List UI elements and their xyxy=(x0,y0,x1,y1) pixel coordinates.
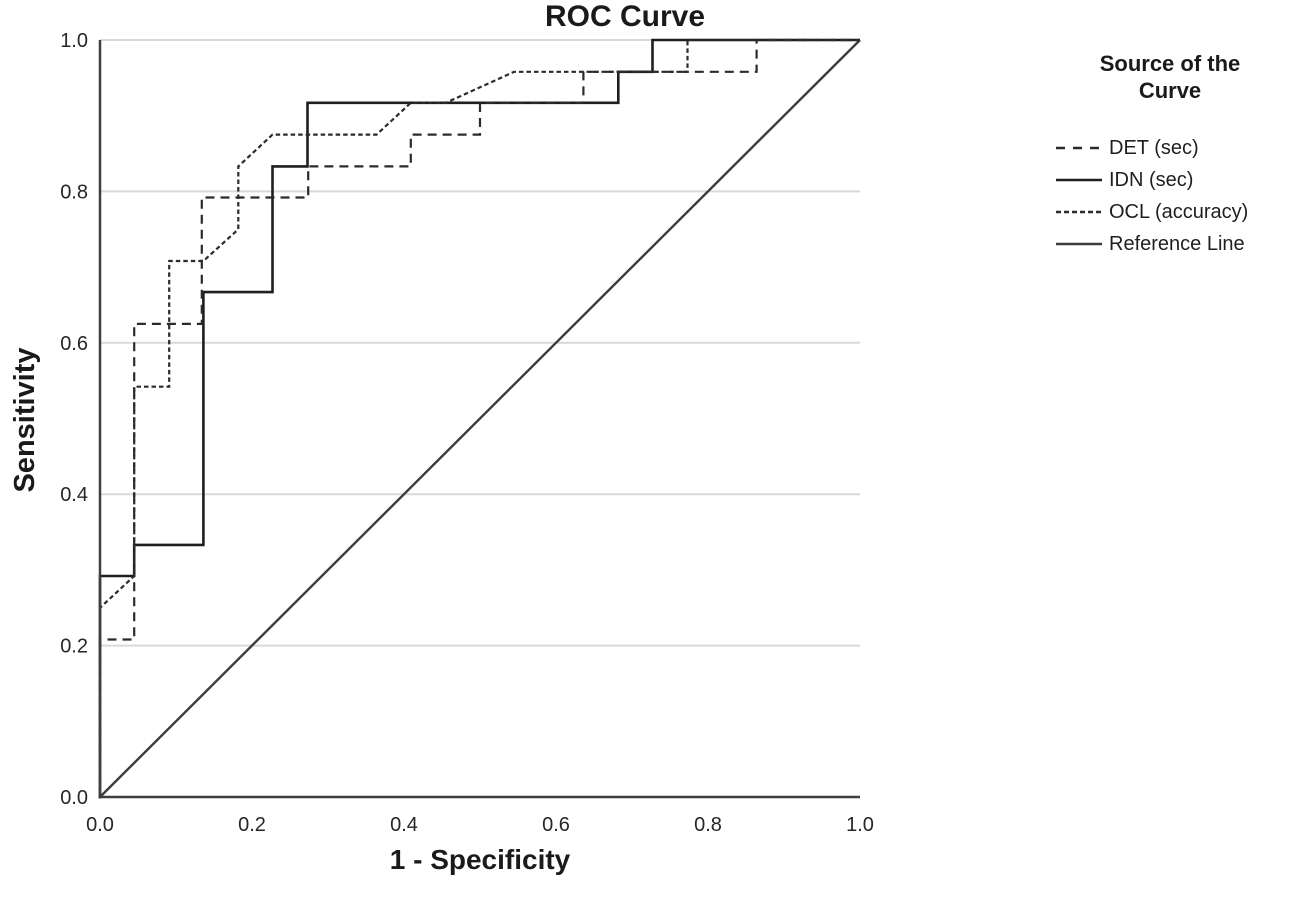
legend-item-idn-sec: IDN (sec) xyxy=(1042,164,1298,196)
curve-ocl-accuracy xyxy=(98,38,860,797)
reference-line-line-swatch-icon xyxy=(1056,242,1102,246)
det-sec-line-swatch-icon xyxy=(1056,146,1102,150)
legend-item-label: OCL (accuracy) xyxy=(1109,200,1249,223)
ocl-accuracy-line-swatch-icon xyxy=(1056,210,1102,214)
y-tick-label: 0.8 xyxy=(60,181,88,203)
legend-item-label: IDN (sec) xyxy=(1109,168,1194,191)
x-tick-label: 1.0 xyxy=(846,814,874,836)
x-tick-label: 0.0 xyxy=(86,814,114,836)
x-axis-label: 1 - Specificity xyxy=(389,844,571,875)
y-tick-label: 1.0 xyxy=(60,30,88,52)
y-tick-label: 0.4 xyxy=(60,484,88,506)
idn-sec-line-swatch-icon xyxy=(1056,178,1102,182)
y-tick-label: 0.2 xyxy=(60,636,88,658)
curve-reference-line xyxy=(99,39,861,798)
curves xyxy=(98,38,861,798)
legend-item-label: Reference Line xyxy=(1109,232,1245,255)
legend-items: DET (sec) IDN (sec) OCL (accuracy) Referenc… xyxy=(1042,132,1298,260)
y-tick-label: 0.6 xyxy=(60,333,88,355)
chart-title: ROC Curve xyxy=(544,0,706,33)
legend-item-label: DET (sec) xyxy=(1109,136,1199,159)
y-axis-label: Sensitivity xyxy=(9,347,41,493)
gridlines xyxy=(100,39,860,647)
legend-title: Source of the Curve xyxy=(1099,51,1241,103)
legend: Source of the Curve DET (sec) IDN (sec) OC… xyxy=(1042,50,1298,260)
axes xyxy=(98,40,860,799)
y-tick-labels: 0.0 0.2 0.4 0.6 0.8 1.0 xyxy=(60,30,88,809)
legend-item-det-sec: DET (sec) xyxy=(1042,132,1298,164)
y-tick-label: 0.0 xyxy=(60,787,88,809)
legend-item-ocl-accuracy: OCL (accuracy) xyxy=(1042,196,1298,228)
x-tick-label: 0.8 xyxy=(694,814,722,836)
legend-item-reference-line: Reference Line xyxy=(1042,228,1298,260)
x-tick-label: 0.6 xyxy=(542,814,570,836)
x-tick-labels: 0.0 0.2 0.4 0.6 0.8 1.0 xyxy=(86,814,874,836)
x-tick-label: 0.2 xyxy=(238,814,266,836)
x-tick-label: 0.4 xyxy=(390,814,418,836)
